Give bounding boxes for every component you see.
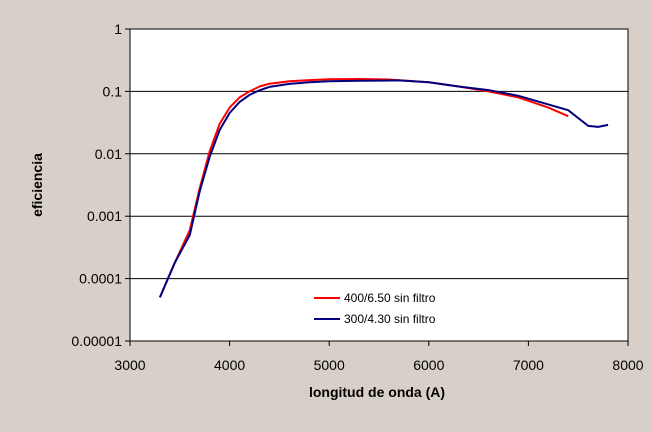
x-tick-label: 8000 — [612, 357, 643, 373]
x-axis-title: longitud de onda (A) — [309, 384, 445, 400]
y-axis-title: eficiencia — [29, 153, 45, 217]
series-lines — [158, 78, 609, 298]
legend: 400/6.50 sin filtro 300/4.30 sin filtro — [314, 291, 436, 326]
legend-label-series-2: 300/4.30 sin filtro — [344, 312, 436, 326]
y-tick-label: 0.00001 — [71, 333, 122, 349]
y-tick-label: 0.01 — [95, 146, 122, 162]
series-line-2 — [158, 79, 609, 298]
y-axis-ticks: 0.00001 0.0001 0.001 0.01 0.1 1 — [71, 21, 130, 349]
gridlines — [130, 90, 628, 280]
x-tick-label: 5000 — [314, 357, 345, 373]
x-tick-label: 6000 — [413, 357, 444, 373]
y-tick-label: 0.001 — [87, 208, 122, 224]
x-tick-label: 4000 — [214, 357, 245, 373]
y-tick-label: 1 — [114, 21, 122, 37]
x-axis-ticks: 3000 4000 5000 6000 7000 8000 — [114, 341, 644, 373]
y-tick-label: 0.1 — [103, 83, 123, 99]
y-tick-label: 0.0001 — [79, 271, 122, 287]
x-tick-label: 3000 — [114, 357, 145, 373]
legend-label-series-1: 400/6.50 sin filtro — [344, 291, 436, 305]
x-tick-label: 7000 — [513, 357, 544, 373]
